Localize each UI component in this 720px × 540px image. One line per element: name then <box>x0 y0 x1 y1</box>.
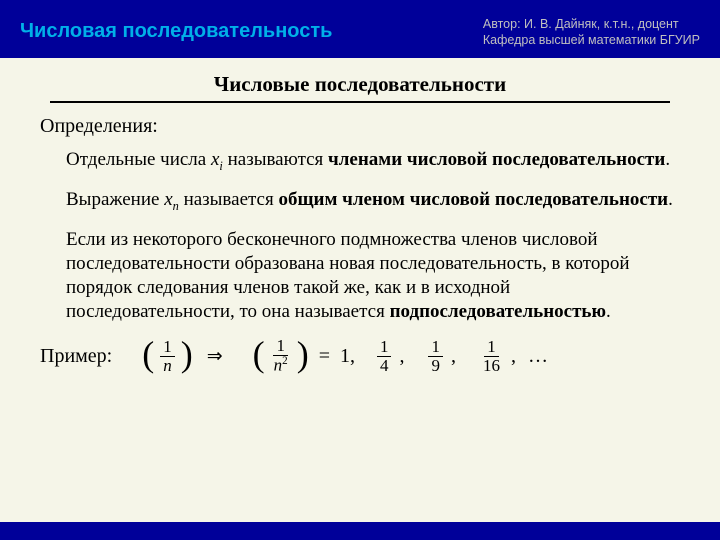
slide-title: Числовая последовательность <box>20 10 332 58</box>
author-line-1: Автор: И. В. Дайняк, к.т.н., доцент <box>483 16 700 32</box>
divider <box>50 101 670 103</box>
lparen-icon: ( <box>253 340 265 369</box>
fraction-1-over-4: 1 4 <box>377 338 392 375</box>
footer-bar <box>0 522 720 540</box>
definition-3: Если из некоторого бесконечного подмноже… <box>66 228 680 323</box>
author-line-2: Кафедра высшей математики БГУИР <box>483 32 700 48</box>
var-xn: x <box>164 189 172 210</box>
header-bar: Числовая последовательность Автор: И. В.… <box>0 0 720 58</box>
ellipsis: … <box>524 345 555 368</box>
author-block: Автор: И. В. Дайняк, к.т.н., доцент Кафе… <box>483 10 700 58</box>
fraction-1-over-16: 1 16 <box>480 338 503 375</box>
content-area: Числовые последовательности Определения:… <box>0 58 720 375</box>
rparen-icon: ) <box>297 340 309 369</box>
equals-sign: = <box>315 345 334 368</box>
example-math: ( 1 n ) ⇒ ( 1 n2 ) = 1, 1 4 , 1 <box>142 337 555 374</box>
fraction-1-over-n: 1 n <box>160 338 175 375</box>
example-row: Пример: ( 1 n ) ⇒ ( 1 n2 ) = 1, 1 4 , <box>40 337 680 374</box>
definition-1: Отдельные числа xi называются членами чи… <box>66 148 680 174</box>
arrow-icon: ⇒ <box>199 345 231 368</box>
definition-2: Выражение xn называется общим членом чис… <box>66 188 680 214</box>
section-title: Числовые последовательности <box>40 72 680 97</box>
fraction-1-over-n2: 1 n2 <box>271 337 291 374</box>
fraction-1-over-9: 1 9 <box>428 338 443 375</box>
lparen-icon: ( <box>142 340 154 369</box>
term-1: 1, <box>340 345 355 368</box>
rparen-icon: ) <box>181 340 193 369</box>
definitions-label: Определения: <box>40 115 680 138</box>
example-label: Пример: <box>40 345 112 368</box>
